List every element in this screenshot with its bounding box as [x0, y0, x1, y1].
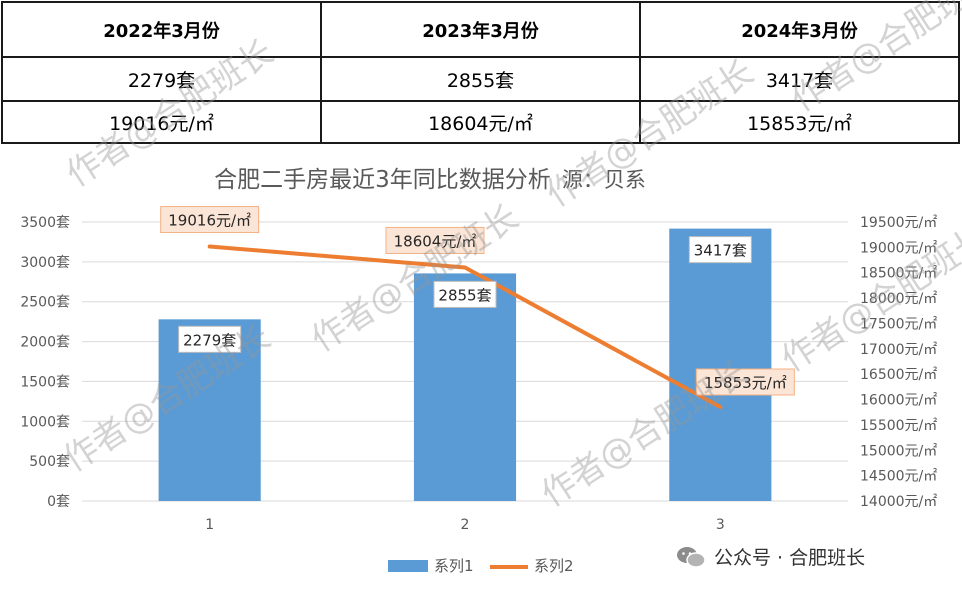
svg-text:合肥二手房最近3年同比数据分析 源：贝系: 合肥二手房最近3年同比数据分析 源：贝系 [214, 167, 646, 193]
table-cell-price-2023: 18604元/㎡ [320, 100, 641, 144]
bar-label-box [688, 236, 752, 264]
line-series [207, 244, 723, 410]
table-header-2022: 2022年3月份 [1, 1, 322, 58]
right-axis: 14000元/㎡ 14500元/㎡ 15000元/㎡ 15500元/㎡ 16000元/㎡… [860, 215, 937, 510]
left-tick-label: 2000套 [20, 335, 70, 351]
badge-text: 公众号 · 合肥班长 [714, 547, 866, 569]
legend-swatch-bar [388, 560, 428, 572]
right-tick-label: 17500元/㎡ [860, 316, 937, 332]
line-label-box [695, 368, 795, 396]
bar-series [158, 228, 772, 502]
left-tick-label: 500套 [29, 454, 70, 470]
chart-title: 合肥二手房最近3年同比数据分析 [214, 167, 551, 193]
legend: 系列1 系列2 [388, 557, 574, 575]
summary-table: 2022年3月份 2023年3月份 2024年3月份 2279套 2855套 3… [1, 1, 960, 144]
table-header-row: 2022年3月份 2023年3月份 2024年3月份 [1, 1, 960, 58]
line-data-label: 15853元/㎡ [704, 374, 787, 392]
right-tick-label: 14500元/㎡ [860, 469, 937, 485]
right-tick-label: 17000元/㎡ [860, 342, 937, 358]
bar [669, 228, 772, 502]
table-cell-price-2022: 19016元/㎡ [1, 100, 322, 144]
table-cell-price-2024: 15853元/㎡ [639, 100, 960, 144]
legend-label: 系列2 [534, 557, 574, 575]
table-cell-count-2022: 2279套 [1, 56, 322, 102]
right-tick-label: 14000元/㎡ [860, 494, 937, 510]
right-tick-label: 15500元/㎡ [860, 418, 937, 434]
bar-data-label: 2855套 [438, 286, 491, 304]
right-tick-label: 18500元/㎡ [860, 266, 937, 282]
table-row-counts: 2279套 2855套 3417套 [1, 56, 960, 102]
table-row-prices: 19016元/㎡ 18604元/㎡ 15853元/㎡ [1, 100, 960, 144]
bar-label-box [178, 325, 242, 353]
right-tick-label: 19500元/㎡ [860, 215, 937, 231]
x-axis: 1 2 3 [205, 517, 725, 533]
table-header-2023: 2023年3月份 [320, 1, 641, 58]
bar [413, 273, 517, 501]
right-tick-label: 15000元/㎡ [860, 443, 937, 459]
x-tick-label: 3 [716, 517, 725, 533]
bar-label-box [433, 280, 497, 308]
line-label-box [385, 226, 485, 254]
bar-data-label: 3417套 [694, 242, 747, 260]
line-data-label: 19016元/㎡ [168, 212, 251, 230]
right-tick-label: 16000元/㎡ [860, 393, 937, 409]
left-tick-label: 2500套 [20, 295, 70, 311]
line-data-label: 18604元/㎡ [394, 232, 477, 250]
right-tick-label: 16500元/㎡ [860, 367, 937, 383]
left-tick-label: 1000套 [20, 414, 70, 430]
wechat-icon [676, 545, 706, 569]
source-badge: 公众号 · 合肥班长 [676, 543, 865, 570]
data-labels: 2279套 2855套 3417套 19016元/㎡ 18604元/㎡ 15853元/㎡ [160, 206, 795, 396]
left-tick-label: 1500套 [20, 374, 70, 390]
right-tick-label: 18000元/㎡ [860, 291, 937, 307]
right-tick-label: 19000元/㎡ [860, 240, 937, 256]
left-tick-label: 3000套 [20, 255, 70, 271]
left-tick-label: 3500套 [20, 215, 70, 231]
left-tick-label: 0套 [47, 494, 70, 510]
x-tick-label: 2 [461, 517, 470, 533]
combo-chart: 合肥二手房最近3年同比数据分析 源：贝系 0套 500套 1000套 1500套 200… [20, 167, 937, 575]
bar-data-label: 2279套 [183, 331, 236, 349]
left-axis: 0套 500套 1000套 1500套 2000套 2500套 3000套 3500套 [20, 215, 70, 510]
legend-label: 系列1 [434, 557, 474, 575]
line-label-box [160, 206, 260, 234]
chart-subtitle: 源：贝系 [562, 168, 646, 192]
table-header-2024: 2024年3月份 [639, 1, 960, 58]
table-cell-count-2024: 3417套 [639, 56, 960, 102]
table-cell-count-2023: 2855套 [320, 56, 641, 102]
x-tick-label: 1 [205, 517, 214, 533]
